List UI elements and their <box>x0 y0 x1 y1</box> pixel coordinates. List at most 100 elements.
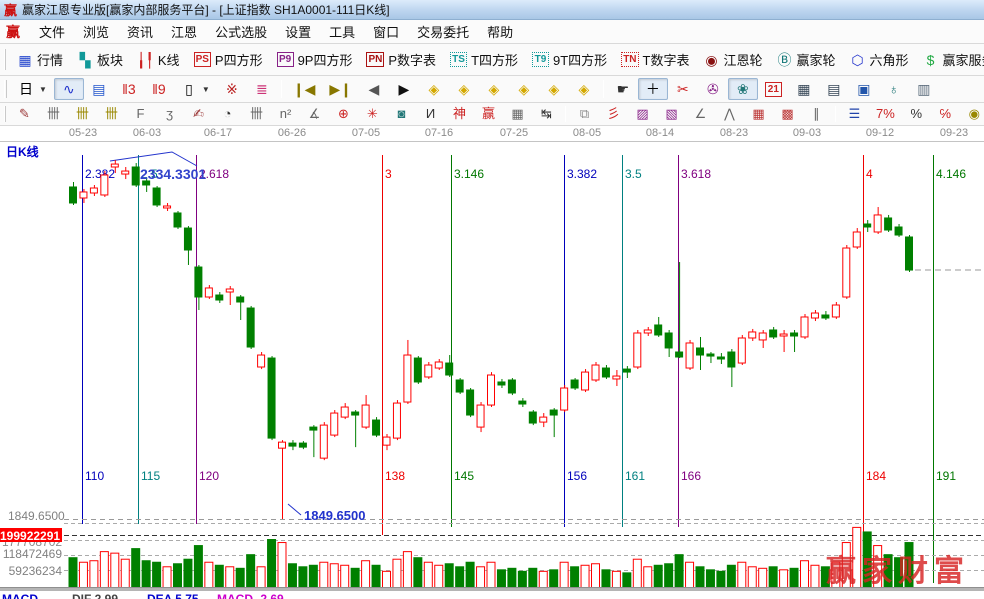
menu-item-0[interactable]: 文件 <box>39 25 66 40</box>
toolbar-grip[interactable] <box>4 79 7 99</box>
gann-wheel-button[interactable]: ◉ 江恩轮 <box>696 47 769 72</box>
menu-item-4[interactable]: 公式选股 <box>215 25 268 40</box>
gann-fan-box-icon[interactable]: ▧ <box>657 103 686 125</box>
next-page-icon[interactable]: ▶ <box>389 78 419 100</box>
toolbar-grip[interactable] <box>4 48 6 71</box>
window-link-icon[interactable]: ⧉ <box>570 103 599 125</box>
winner-wheel-button[interactable]: Ⓑ 赢家轮 <box>770 47 843 72</box>
circle-cross-icon[interactable]: ⊕ <box>329 103 358 125</box>
square-target-icon[interactable]: ◙ <box>387 103 416 125</box>
toolbar-grip[interactable] <box>4 106 6 122</box>
quotes-button[interactable]: ▦ 行情 <box>10 47 70 72</box>
draw-pen-icon[interactable]: ✎ <box>10 103 39 125</box>
menu-item-9[interactable]: 帮助 <box>487 25 514 40</box>
time-grid-icon[interactable]: 卌 <box>39 103 68 125</box>
comb-icon[interactable]: 卌 <box>242 103 271 125</box>
actions-toolbar: 日 ▼ ∿ ▤ ‖3 ‖9 ▯ ▼ ※ ≣ ❙◀ ▶❙ ◀ ▶ ◈ ◈ ◈ ◈ ◈ ◈ ☛ ＋ ✂ ✇ ❀ 21 ▦ ▤ ▣ ♁ ▥ <box>0 76 984 103</box>
menu-item-2[interactable]: 资讯 <box>127 25 154 40</box>
cut-tool-icon[interactable]: ✂ <box>668 78 698 100</box>
p-table-button[interactable]: PN P数字表 <box>359 47 443 72</box>
gold-grid2-icon[interactable]: 卌 <box>97 103 126 125</box>
n2-grid-icon[interactable]: n² <box>271 103 300 125</box>
parallel-lines-icon[interactable]: ∥ <box>802 103 831 125</box>
wave-line-icon[interactable]: ⋀ <box>715 103 744 125</box>
red-grid-icon[interactable]: ▦ <box>744 103 773 125</box>
gann-diamond-right-icon[interactable]: ◈ <box>449 78 479 100</box>
gann-shape-tool-icon[interactable]: ✇ <box>698 78 728 100</box>
save-icon[interactable]: ▣ <box>849 78 879 100</box>
menu-item-8[interactable]: 交易委托 <box>417 25 470 40</box>
bars-9-icon[interactable]: ‖9 <box>144 78 174 100</box>
t-square-button[interactable]: TS T四方形 <box>443 47 525 72</box>
gann-diamond-plus-icon[interactable]: ◈ <box>539 78 569 100</box>
last-page-icon[interactable]: ▶❙ <box>322 78 359 100</box>
crosshair-tool-icon[interactable]: ＋ <box>637 78 668 100</box>
p9-square-button[interactable]: P9 9P四方形 <box>270 47 360 72</box>
square-target-icon: ◙ <box>397 106 406 121</box>
time-cycle-icon[interactable]: ◔ <box>213 103 242 125</box>
measure-span-icon[interactable]: ↹ <box>532 103 561 125</box>
percent-icon[interactable]: % <box>902 103 931 125</box>
sectors-button[interactable]: ▚ 板块 <box>70 47 130 72</box>
shen-grid-icon[interactable]: 神 <box>445 103 474 125</box>
gold-grid-icon[interactable]: 卌 <box>68 103 97 125</box>
candle-body <box>183 227 192 251</box>
pen-flag-icon[interactable]: ✍ <box>184 103 213 125</box>
trend-curve-icon[interactable]: ∿ <box>53 78 84 100</box>
red-grid2-icon[interactable]: ▩ <box>773 103 802 125</box>
fib-grid-icon[interactable]: F <box>126 103 155 125</box>
menu-item-7[interactable]: 窗口 <box>373 25 400 40</box>
gann-diamond-h-icon[interactable]: ◈ <box>479 78 509 100</box>
angle-measure-icon[interactable]: ∡ <box>300 103 329 125</box>
gann-diamond-x-icon[interactable]: ◈ <box>509 78 539 100</box>
swing-wave-icon[interactable]: И <box>416 103 445 125</box>
first-page-icon[interactable]: ❙◀ <box>286 78 323 100</box>
percent-line-icon[interactable]: 7% <box>869 103 902 125</box>
gann-diamond-left-icon[interactable]: ◈ <box>419 78 449 100</box>
candle-style-selector[interactable]: ▯ ▼ <box>174 78 217 100</box>
menu-item-1[interactable]: 浏览 <box>83 25 110 40</box>
drawing-toolbar: ✎卌卌卌Fʒ✍◔卌n²∡⊕✳◙И神赢▦↹⧉彡▨▧∠⋀▦▩∥☰7%%℅◉≣✎≈≣J… <box>0 103 984 126</box>
dropdown-arrow-icon: ▼ <box>201 84 210 94</box>
ying-grid-icon[interactable]: 赢 <box>474 103 503 125</box>
t-table-icon: TN <box>621 52 639 67</box>
volume-bar <box>99 551 109 589</box>
calendar-21-icon[interactable]: 21 <box>758 79 789 100</box>
wheel-overlay-icon[interactable]: ❀ <box>727 78 758 100</box>
volume-bar <box>382 570 391 589</box>
grid-123-icon[interactable]: ▦ <box>503 103 532 125</box>
gann-box-icon[interactable]: ▨ <box>628 103 657 125</box>
menu-item-3[interactable]: 江恩 <box>171 25 198 40</box>
pattern-icon[interactable]: ※ <box>217 78 247 100</box>
title-bar[interactable]: 赢 赢家江恩专业版[赢家内部服务平台] - [上证指数 SH1A0001-111… <box>0 0 984 20</box>
gold-circle-icon[interactable]: ◉ <box>960 103 984 125</box>
gann-diamond-star-icon[interactable]: ◈ <box>569 78 599 100</box>
notepad-icon[interactable]: ▤ <box>819 78 849 100</box>
hexagon-button[interactable]: ⬡ 六角形 <box>843 47 916 72</box>
winner-service-button[interactable]: $ 赢家服务 <box>916 47 984 72</box>
menu-item-6[interactable]: 工具 <box>329 25 356 40</box>
kline-chart-canvas[interactable]: 05-23 06-03 06-17 06-26 07-05 07-16 07-25 08-05… <box>0 126 984 599</box>
period-day-selector[interactable]: 日 ▼ <box>11 78 54 100</box>
star-grid-icon[interactable]: ✳ <box>358 103 387 125</box>
kline-button[interactable]: ╽╿ K线 <box>130 47 187 72</box>
spiral-icon[interactable]: ʒ <box>155 103 184 125</box>
printer-icon[interactable]: ▥ <box>909 78 939 100</box>
price-ladder-icon[interactable]: ☰ <box>840 103 869 125</box>
volume-histogram-icon[interactable]: ≣ <box>247 78 277 100</box>
gann-wheel-icon: ◉ <box>705 51 718 68</box>
prev-page-icon[interactable]: ◀ <box>359 78 389 100</box>
p-square-button[interactable]: PS P四方形 <box>187 47 270 72</box>
menu-item-5[interactable]: 设置 <box>285 25 312 40</box>
hand-tool-icon[interactable]: ☛ <box>608 78 638 100</box>
fan-rays-icon[interactable]: 彡 <box>599 103 628 125</box>
percent-gold-icon[interactable]: ℅ <box>931 103 960 125</box>
t9-square-button[interactable]: T9 9T四方形 <box>525 47 614 72</box>
bars-3-icon[interactable]: ‖3 <box>114 78 144 100</box>
info-f10-icon[interactable]: ▤ <box>84 78 114 100</box>
t-table-button[interactable]: TN T数字表 <box>614 47 696 72</box>
network-icon[interactable]: ♁ <box>879 78 909 100</box>
trend-line-icon[interactable]: ∠ <box>686 103 715 125</box>
calculator-icon[interactable]: ▦ <box>789 78 819 100</box>
gann-fib-label: 3.146 <box>454 167 484 181</box>
